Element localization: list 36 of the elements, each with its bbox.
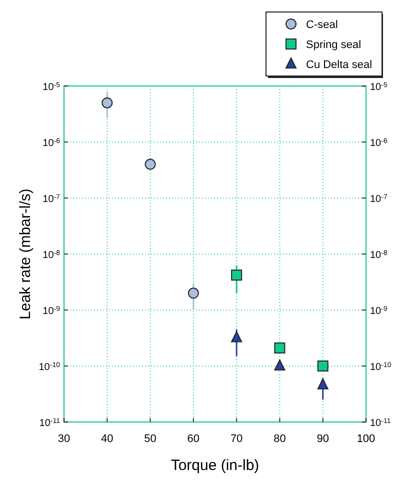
point xyxy=(144,158,156,170)
point xyxy=(274,342,286,354)
y-tick-label: 10$^{-11}$ xyxy=(39,418,60,429)
legend-label: Cu Delta seal xyxy=(306,59,372,71)
y-tick-label: 10$^{-9}$ xyxy=(42,306,60,317)
x-tick-label: 90 xyxy=(316,433,329,445)
y-tick-label: 10$^{-6}$ xyxy=(42,138,60,149)
x-tick-label: 80 xyxy=(274,433,286,445)
x-tick-label: 40 xyxy=(101,433,114,445)
point xyxy=(231,270,242,281)
y-axis-title: Leak rate (mbar-l/s) xyxy=(17,188,34,320)
point xyxy=(102,97,113,108)
x-tick-label: 60 xyxy=(187,433,200,445)
y-tick-label: 10$^{-10}$ xyxy=(38,362,60,373)
x-tick-label: 70 xyxy=(230,433,243,445)
point xyxy=(188,288,199,299)
y-tick-label: 10$^{-8}$ xyxy=(42,250,60,261)
legend-label: Spring seal xyxy=(306,39,362,51)
x-tick-label: 100 xyxy=(356,433,376,445)
text: 10$^{-6}$ xyxy=(370,138,388,149)
text: 10$^{-7}$ xyxy=(370,194,388,205)
point xyxy=(317,360,328,372)
text: 10$^{-5}$ xyxy=(370,82,388,93)
y-tick-label: 10$^{-5}$ xyxy=(42,82,60,93)
x-axis-title: Torque (in-lb) xyxy=(170,457,260,474)
legend-label: C-seal xyxy=(306,19,338,31)
x-tick-label: 30 xyxy=(58,433,70,445)
text: 10$^{-9}$ xyxy=(370,306,388,317)
text: 10$^{-10}$ xyxy=(370,362,392,373)
text: 10$^{-8}$ xyxy=(370,250,388,261)
text: 10$^{-11}$ xyxy=(370,418,391,429)
point xyxy=(317,378,328,390)
point xyxy=(274,360,286,370)
y-tick-label: 10$^{-7}$ xyxy=(42,194,60,205)
point xyxy=(231,331,242,342)
x-tick-label: 50 xyxy=(144,433,156,445)
